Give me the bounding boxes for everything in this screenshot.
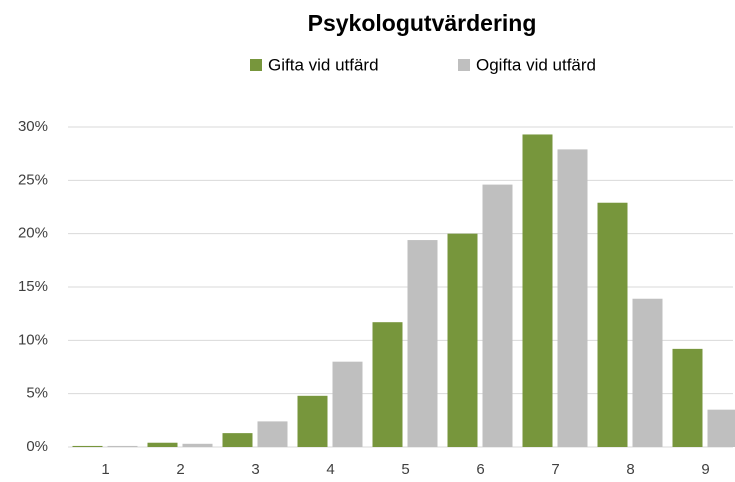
y-tick-label: 15% (18, 278, 48, 295)
x-tick-label: 8 (626, 461, 634, 478)
y-tick-label: 25% (18, 171, 48, 188)
bar (632, 298, 663, 447)
bar (257, 421, 288, 447)
bar (522, 134, 553, 447)
bar (597, 202, 628, 447)
chart-title: Psykologutvärdering (308, 10, 537, 36)
bar (222, 433, 253, 447)
bar (297, 395, 328, 447)
y-tick-label: 30% (18, 118, 48, 135)
bar (332, 361, 363, 447)
bar (707, 409, 735, 447)
legend-text: Ogifta vid utfärd (476, 55, 596, 74)
x-tick-label: 3 (251, 461, 259, 478)
bar (147, 442, 178, 447)
bar (447, 233, 478, 447)
bar (182, 443, 213, 447)
x-tick-label: 7 (551, 461, 559, 478)
legend-swatch (250, 59, 262, 71)
legend-text: Gifta vid utfärd (268, 55, 379, 74)
bar (72, 445, 103, 447)
y-tick-label: 0% (26, 438, 48, 455)
bar (557, 149, 588, 447)
y-tick-label: 5% (26, 385, 48, 402)
bar (107, 445, 138, 447)
x-tick-label: 6 (476, 461, 484, 478)
y-tick-label: 20% (18, 225, 48, 242)
x-tick-label: 1 (101, 461, 109, 478)
bar (372, 322, 403, 447)
y-tick-label: 10% (18, 331, 48, 348)
bar (482, 184, 513, 447)
bar (672, 348, 703, 447)
x-tick-label: 2 (176, 461, 184, 478)
legend-swatch (458, 59, 470, 71)
x-tick-label: 5 (401, 461, 409, 478)
x-tick-label: 9 (701, 461, 709, 478)
bar (407, 240, 438, 447)
x-tick-label: 4 (326, 461, 334, 478)
